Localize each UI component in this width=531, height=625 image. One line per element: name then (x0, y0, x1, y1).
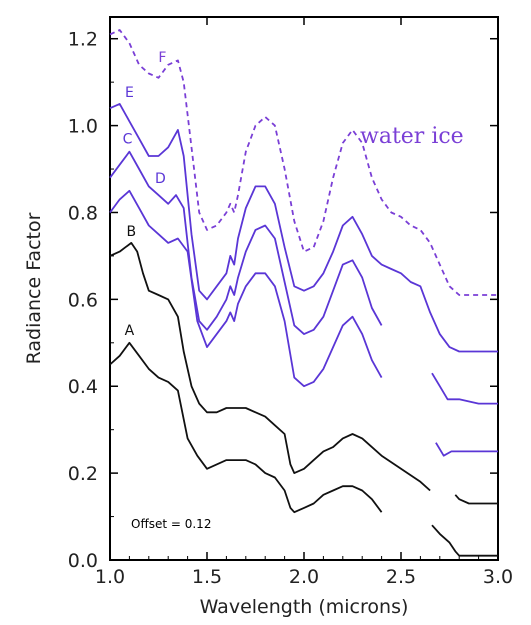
x-tick-label: 1.0 (95, 566, 125, 588)
series-line-F (109, 29, 498, 296)
curve-label-C: C (123, 132, 133, 148)
y-tick-label: 1.0 (68, 116, 98, 138)
series-line-B (109, 242, 431, 492)
x-tick-label: 2.0 (289, 566, 319, 588)
y-tick-label: 0.0 (68, 550, 98, 572)
x-tick-label: 3.0 (483, 566, 513, 588)
series-line-C (109, 150, 383, 335)
water-ice-annotation: water ice (360, 124, 464, 149)
y-tick-label: 0.4 (68, 376, 98, 398)
x-tick-label: 2.5 (386, 566, 416, 588)
y-tick-label: 1.2 (68, 29, 98, 51)
x-tick-label: 1.5 (192, 566, 222, 588)
y-tick-label: 0.6 (68, 289, 98, 311)
series-line-D (435, 442, 498, 457)
y-axis-title: Radiance Factor (23, 212, 45, 364)
series-line-E (109, 103, 498, 353)
series-line-B (454, 494, 498, 505)
curve-label-F: F (158, 50, 166, 66)
curve-label-B: B (127, 224, 137, 240)
plot-frame (109, 16, 499, 561)
series-line-A (431, 524, 498, 557)
offset-note: Offset = 0.12 (131, 517, 211, 531)
series-line-A (109, 341, 383, 514)
curve-label-E: E (125, 85, 134, 101)
curve-label-A: A (125, 323, 135, 339)
series-line-C (431, 372, 498, 405)
x-axis-title: Wavelength (microns) (200, 596, 409, 618)
series-line-D (109, 189, 383, 388)
y-tick-label: 0.8 (68, 202, 98, 224)
series-layer (109, 29, 498, 557)
curve-label-D: D (155, 171, 166, 187)
labels-layer: A B D C E F (123, 50, 167, 339)
ticks-layer: 1.0 1.5 2.0 2.5 3.0 0.0 0.2 0.4 0.6 0.8 1.0 1.2 (68, 17, 513, 588)
y-tick-label: 0.2 (68, 463, 98, 485)
